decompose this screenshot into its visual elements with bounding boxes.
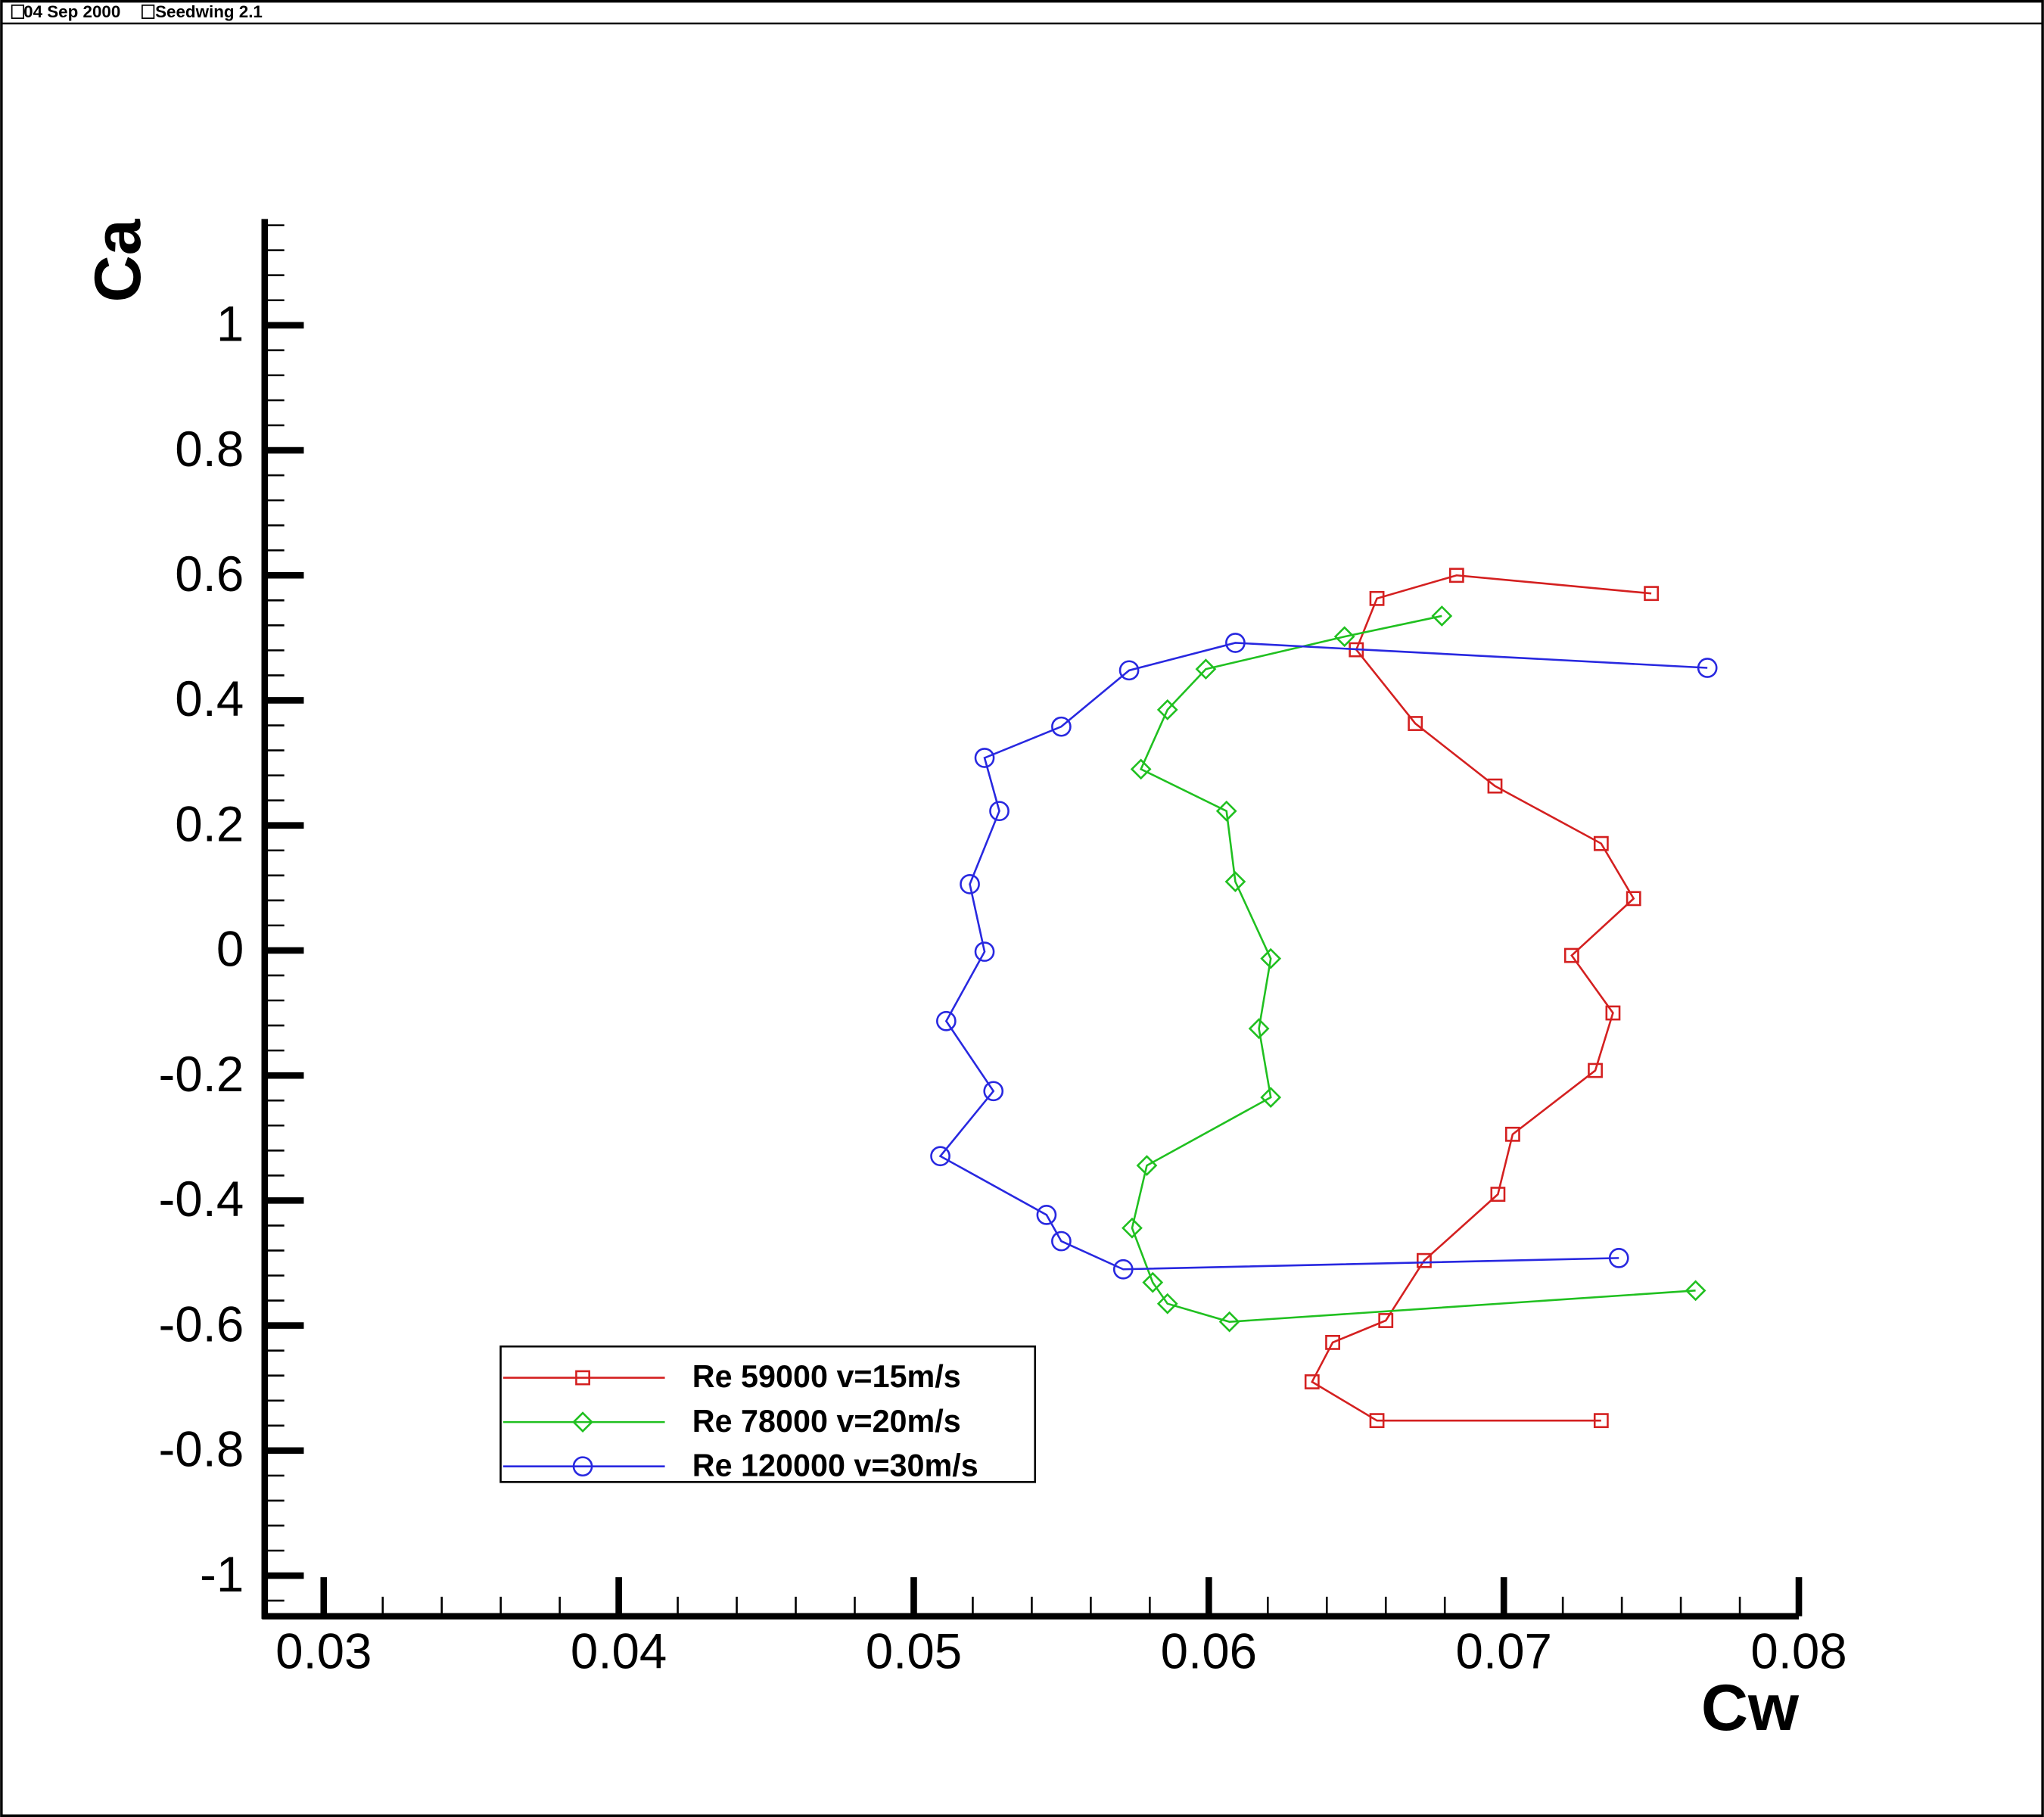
marker xyxy=(960,874,980,894)
marker xyxy=(989,801,1010,822)
legend-label: Re 120000 v=30m/s xyxy=(692,1448,978,1483)
x-tick-label: 0.08 xyxy=(1750,1624,1846,1679)
marker xyxy=(936,1010,957,1031)
y-tick-label: -0.4 xyxy=(158,1171,244,1227)
marker xyxy=(983,1081,1004,1102)
marker xyxy=(1260,947,1282,969)
x-tick-label: 0.04 xyxy=(571,1624,667,1679)
marker xyxy=(575,1370,590,1386)
marker xyxy=(1130,758,1152,780)
header-program: Seedwing 2.1 xyxy=(155,2,263,21)
marker xyxy=(1369,1413,1385,1429)
marker xyxy=(1378,1313,1394,1328)
marker xyxy=(1593,1413,1609,1429)
x-tick-label: 0.05 xyxy=(866,1624,962,1679)
x-tick-label: 0.07 xyxy=(1455,1624,1551,1679)
marker xyxy=(1036,1205,1057,1225)
marker xyxy=(1644,586,1660,602)
legend-label: Re 59000 v=15m/s xyxy=(692,1359,961,1394)
marker xyxy=(1563,947,1579,963)
marker xyxy=(1051,1231,1072,1252)
x-tick-label: 0.03 xyxy=(275,1624,372,1679)
marker xyxy=(1588,1063,1603,1078)
marker xyxy=(1487,778,1503,794)
marker xyxy=(1431,605,1453,627)
y-tick-label: -0.6 xyxy=(158,1296,244,1352)
legend-label: Re 78000 v=20m/s xyxy=(692,1404,961,1439)
marker xyxy=(1490,1187,1506,1203)
marker xyxy=(1304,1374,1320,1389)
marker xyxy=(1448,568,1464,583)
marker xyxy=(1417,1252,1432,1268)
y-tick-label: 0.4 xyxy=(175,671,244,726)
marker xyxy=(1333,626,1355,648)
marker xyxy=(1122,1217,1143,1239)
y-tick-label: -1 xyxy=(200,1547,244,1602)
marker xyxy=(1504,1126,1520,1142)
plot-area xyxy=(930,568,1718,1429)
marker xyxy=(1136,1155,1158,1176)
marker xyxy=(572,1411,593,1433)
series-line xyxy=(1131,614,1696,1323)
marker xyxy=(1142,1271,1164,1293)
marker xyxy=(1593,835,1609,851)
header-date: 04 Sep 2000 xyxy=(23,2,120,21)
y-tick-label: -0.2 xyxy=(158,1047,244,1102)
header-icon xyxy=(11,5,25,19)
marker xyxy=(1118,660,1140,681)
marker xyxy=(1156,698,1178,720)
marker xyxy=(974,748,995,768)
marker xyxy=(1626,891,1641,907)
marker xyxy=(1195,658,1217,680)
y-tick-label: 0.2 xyxy=(175,796,244,851)
header-icon xyxy=(142,5,155,19)
y-tick-label: 0.8 xyxy=(175,422,244,477)
marker xyxy=(1051,716,1072,737)
marker xyxy=(974,941,995,962)
marker xyxy=(1685,1280,1706,1302)
marker xyxy=(1408,716,1423,731)
y-axis-title: Ca xyxy=(82,218,154,302)
marker xyxy=(1156,1293,1178,1315)
marker xyxy=(1697,658,1718,678)
marker xyxy=(1369,590,1385,606)
marker xyxy=(1605,1005,1621,1021)
marker xyxy=(1225,633,1246,653)
marker xyxy=(1325,1335,1340,1350)
marker xyxy=(1608,1248,1629,1268)
y-tick-label: 0 xyxy=(216,922,244,977)
marker xyxy=(1248,1018,1270,1040)
y-tick-label: 0.6 xyxy=(175,546,244,602)
marker xyxy=(930,1146,950,1167)
marker xyxy=(1218,1311,1240,1333)
x-axis-title: Cw xyxy=(1701,1672,1800,1744)
marker xyxy=(572,1456,593,1477)
y-tick-label: 1 xyxy=(216,297,244,352)
x-tick-label: 0.06 xyxy=(1161,1624,1257,1679)
y-tick-label: -0.8 xyxy=(158,1422,244,1477)
marker xyxy=(1260,1087,1282,1108)
marker xyxy=(1215,800,1237,822)
marker xyxy=(1224,871,1246,892)
marker xyxy=(1112,1259,1134,1280)
